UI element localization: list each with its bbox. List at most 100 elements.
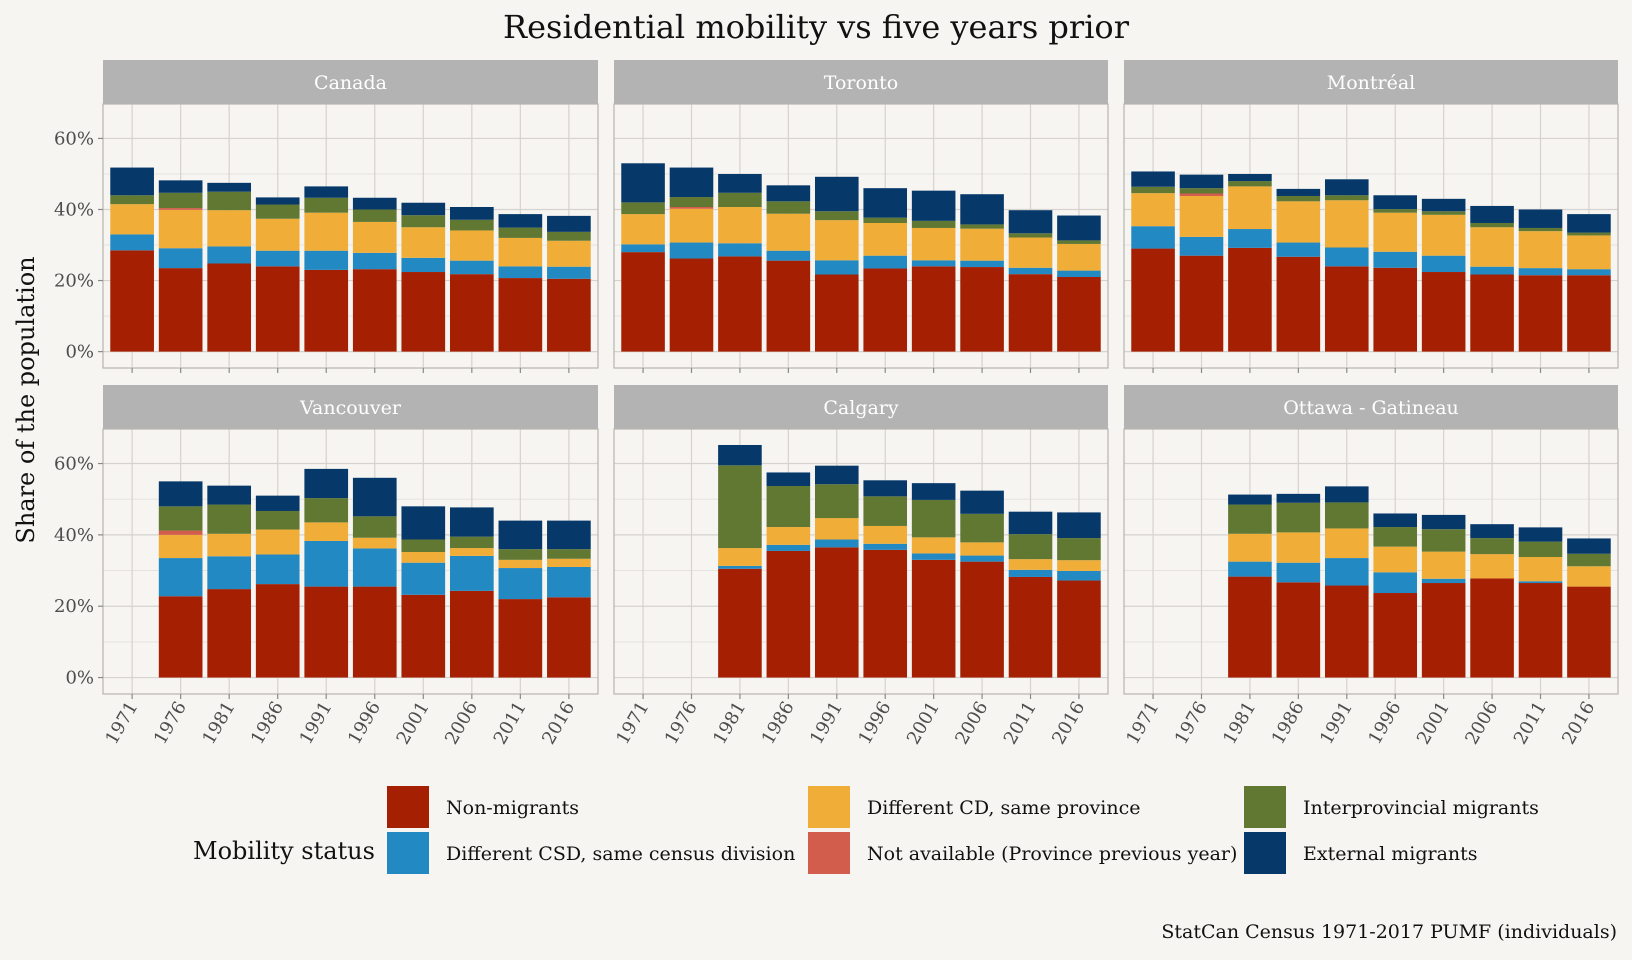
bar-segment-ext-toronto-1996 — [863, 188, 908, 218]
facet-canada: Canada 0% 20% 40% 60% — [54, 60, 599, 373]
bar-segment-inter-montr-al-1986 — [1276, 195, 1321, 202]
bar-stack-ottawa-gatineau-2001 — [1421, 514, 1466, 678]
bar-segment-csd-ottawa-gatineau-2011 — [1518, 581, 1563, 584]
bar-segment-csd-canada-2011 — [498, 266, 543, 279]
bar-segment-csd-montr-al-1981 — [1228, 229, 1272, 248]
bar-segment-cd-vancouver-1981 — [207, 533, 252, 557]
bar-stack-canada-1981 — [207, 182, 252, 352]
bar-segment-inter-ottawa-gatineau-2006 — [1470, 538, 1514, 555]
bar-segment-inter-montr-al-1971 — [1131, 186, 1175, 194]
bar-segment-csd-vancouver-2006 — [449, 555, 494, 591]
bar-stack-montr-al-2016 — [1567, 214, 1611, 352]
bar-segment-nonmig-vancouver-2011 — [498, 599, 543, 678]
bar-segment-cd-toronto-1981 — [718, 207, 762, 244]
x-tick-label: 1981 — [709, 698, 750, 748]
bar-segment-cd-montr-al-2006 — [1470, 227, 1514, 267]
bar-segment-cd-vancouver-1986 — [255, 529, 300, 555]
bar-stack-montr-al-1971 — [1131, 171, 1175, 352]
bar-stack-canada-1986 — [255, 197, 300, 352]
bar-stack-canada-1971 — [110, 167, 154, 352]
bar-segment-inter-canada-1996 — [352, 209, 397, 222]
x-tick-label: 2006 — [441, 698, 482, 748]
bar-segment-nonmig-canada-1971 — [110, 250, 154, 352]
x-tick-label: 1996 — [1364, 698, 1405, 748]
bar-segment-cd-canada-1976 — [158, 209, 203, 249]
bar-segment-cd-vancouver-2006 — [449, 548, 494, 556]
bar-segment-cd-ottawa-gatineau-1986 — [1276, 532, 1321, 563]
bar-segment-ext-toronto-1971 — [621, 163, 665, 203]
bar-segment-cd-toronto-2001 — [911, 227, 956, 261]
bar-segment-ext-montr-al-2016 — [1567, 214, 1611, 233]
x-tick-label: 1976 — [661, 698, 702, 748]
bar-segment-ext-calgary-1991 — [814, 465, 859, 485]
bar-segment-csd-calgary-2001 — [911, 553, 956, 560]
bar-segment-csd-montr-al-1986 — [1276, 242, 1321, 257]
bar-segment-cd-vancouver-2001 — [401, 551, 446, 563]
strip-vancouver — [103, 385, 598, 429]
panel-border-montr-al — [1123, 103, 1619, 369]
bar-segment-ext-ottawa-gatineau-2006 — [1470, 524, 1514, 539]
bar-segment-cd-vancouver-1996 — [352, 537, 397, 549]
bar-segment-inter-vancouver-2006 — [449, 536, 494, 549]
bar-segment-inter-toronto-2011 — [1008, 233, 1053, 238]
bar-segment-nonmig-montr-al-2001 — [1421, 272, 1466, 352]
bar-segment-inter-calgary-2006 — [960, 513, 1004, 543]
bar-segment-ext-toronto-2006 — [960, 194, 1004, 225]
bar-segment-cd-canada-1981 — [207, 210, 252, 247]
bar-segment-csd-montr-al-1976 — [1179, 236, 1224, 256]
bar-segment-inter-toronto-1981 — [718, 192, 762, 208]
strip-canada — [103, 60, 598, 104]
bar-segment-ext-vancouver-2011 — [498, 520, 543, 550]
bar-segment-cd-canada-1986 — [255, 218, 300, 251]
bar-segment-csd-ottawa-gatineau-1986 — [1276, 562, 1321, 583]
bar-stack-calgary-1991 — [814, 465, 859, 678]
bar-segment-inter-calgary-1981 — [718, 465, 762, 549]
bar-segment-csd-calgary-2011 — [1008, 569, 1053, 577]
bar-stack-montr-al-1986 — [1276, 188, 1321, 352]
bar-segment-nonmig-vancouver-1976 — [158, 596, 203, 678]
legend-label: Different CSD, same census division — [446, 843, 795, 865]
bar-segment-cd-montr-al-1991 — [1324, 200, 1369, 248]
bar-segment-cd-toronto-1976 — [669, 208, 714, 243]
bar-segment-na-canada-1976 — [158, 208, 203, 210]
y-tick-label: 40% — [54, 199, 94, 220]
bar-segment-nonmig-ottawa-gatineau-1991 — [1324, 585, 1369, 678]
bar-segment-cd-canada-1996 — [352, 221, 397, 253]
bar-segment-ext-calgary-2006 — [960, 490, 1004, 514]
bar-stack-calgary-2016 — [1057, 512, 1101, 678]
bar-segment-csd-montr-al-2001 — [1421, 255, 1466, 273]
x-tick-label: 2006 — [951, 698, 992, 748]
bar-segment-nonmig-toronto-2001 — [911, 266, 956, 352]
panel-border-vancouver — [102, 428, 599, 695]
bar-segment-nonmig-montr-al-1971 — [1131, 248, 1175, 352]
bar-segment-nonmig-montr-al-1981 — [1228, 247, 1272, 352]
bar-segment-nonmig-canada-2006 — [449, 274, 494, 352]
bar-segment-ext-ottawa-gatineau-2011 — [1518, 527, 1563, 542]
bar-stack-vancouver-1986 — [255, 495, 300, 678]
bar-segment-cd-montr-al-1971 — [1131, 193, 1175, 227]
bar-segment-inter-toronto-1986 — [766, 201, 811, 214]
bar-segment-cd-vancouver-1976 — [158, 534, 203, 559]
bar-segment-csd-calgary-1981 — [718, 565, 762, 569]
bar-segment-csd-montr-al-1991 — [1324, 247, 1369, 267]
bar-segment-inter-montr-al-2016 — [1567, 232, 1611, 236]
bar-segment-ext-montr-al-1991 — [1324, 179, 1369, 196]
legend-title: Mobility status — [193, 837, 375, 865]
bar-segment-cd-canada-2001 — [401, 227, 446, 258]
bar-segment-inter-canada-1976 — [158, 192, 203, 209]
bar-segment-nonmig-calgary-2011 — [1008, 576, 1053, 678]
bar-segment-ext-calgary-2001 — [911, 483, 956, 500]
bar-stack-toronto-1996 — [863, 188, 908, 352]
bar-segment-csd-montr-al-1996 — [1373, 251, 1418, 268]
bar-stack-calgary-2001 — [911, 483, 956, 678]
bar-segment-nonmig-canada-1976 — [158, 268, 203, 352]
bar-stack-vancouver-2006 — [449, 507, 494, 678]
panel-border-canada — [102, 103, 599, 369]
legend-swatch — [808, 786, 850, 828]
bar-stack-ottawa-gatineau-2006 — [1470, 524, 1514, 678]
bar-segment-csd-toronto-1976 — [669, 242, 714, 259]
bar-segment-nonmig-ottawa-gatineau-2001 — [1421, 583, 1466, 678]
bar-segment-cd-toronto-2006 — [960, 228, 1004, 261]
bar-segment-nonmig-canada-1981 — [207, 263, 252, 352]
